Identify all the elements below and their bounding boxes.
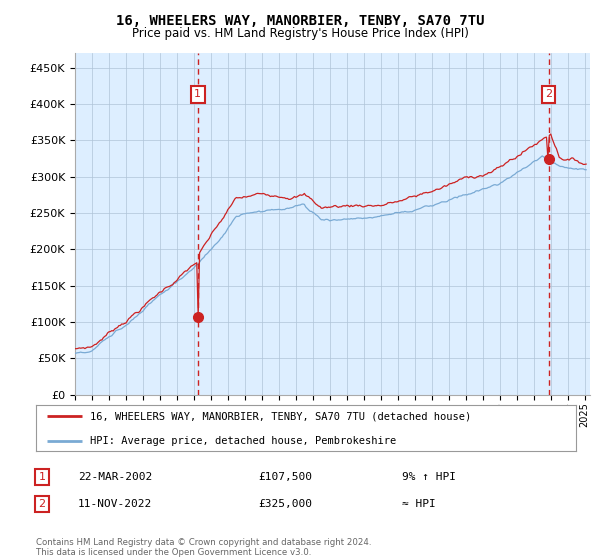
Text: Contains HM Land Registry data © Crown copyright and database right 2024.
This d: Contains HM Land Registry data © Crown c… xyxy=(36,538,371,557)
Text: 1: 1 xyxy=(194,89,201,99)
Text: Price paid vs. HM Land Registry's House Price Index (HPI): Price paid vs. HM Land Registry's House … xyxy=(131,27,469,40)
Text: 1: 1 xyxy=(38,472,46,482)
Text: ≈ HPI: ≈ HPI xyxy=(402,499,436,509)
Text: 22-MAR-2002: 22-MAR-2002 xyxy=(78,472,152,482)
Text: 2: 2 xyxy=(545,89,552,99)
Text: £325,000: £325,000 xyxy=(258,499,312,509)
Text: £107,500: £107,500 xyxy=(258,472,312,482)
Text: 11-NOV-2022: 11-NOV-2022 xyxy=(78,499,152,509)
Text: 16, WHEELERS WAY, MANORBIER, TENBY, SA70 7TU: 16, WHEELERS WAY, MANORBIER, TENBY, SA70… xyxy=(116,14,484,28)
Text: 2: 2 xyxy=(38,499,46,509)
Text: HPI: Average price, detached house, Pembrokeshire: HPI: Average price, detached house, Pemb… xyxy=(90,436,396,446)
Text: 16, WHEELERS WAY, MANORBIER, TENBY, SA70 7TU (detached house): 16, WHEELERS WAY, MANORBIER, TENBY, SA70… xyxy=(90,412,471,421)
Text: 9% ↑ HPI: 9% ↑ HPI xyxy=(402,472,456,482)
